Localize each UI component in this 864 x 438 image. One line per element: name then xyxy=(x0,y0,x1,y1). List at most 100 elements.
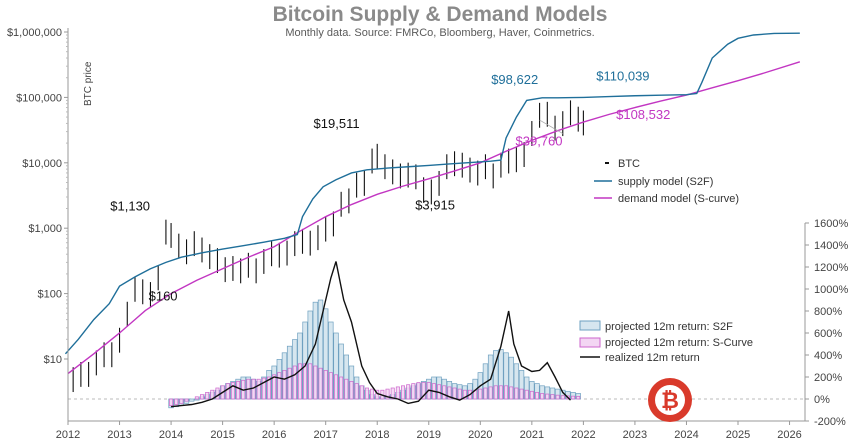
y-tick-label: $10 xyxy=(44,354,62,366)
realized-return-line xyxy=(171,261,571,408)
legend-bottom: projected 12m return: S2F projected 12m … xyxy=(579,320,753,364)
y-tick-label: $100,000 xyxy=(16,92,62,104)
x-tick-label: 2016 xyxy=(262,429,286,438)
return-bars xyxy=(168,299,581,409)
y-tick-label: $1,000,000 xyxy=(7,27,62,39)
scurve-return-bar xyxy=(339,376,344,400)
legend-scurve-label: demand model (S-curve) xyxy=(618,193,739,205)
scurve-return-bar xyxy=(174,398,179,405)
y-tick-label: $1,000 xyxy=(28,223,62,235)
scurve-return-bar xyxy=(395,386,400,400)
scurve-return-bar xyxy=(401,385,405,400)
right-tick-label: -200% xyxy=(814,416,846,428)
scurve-return-bar xyxy=(194,396,199,400)
y-tick-label: $100 xyxy=(38,289,62,301)
scurve-return-bar xyxy=(478,388,483,400)
scurve-return-bar xyxy=(272,374,277,400)
scurve-return-bar xyxy=(261,377,266,400)
scurve-return-bar xyxy=(447,386,452,400)
x-tick-label: 2022 xyxy=(571,429,595,438)
scurve-return-bar xyxy=(571,395,576,400)
scurve-return-bar xyxy=(493,385,498,400)
x-tick-label: 2024 xyxy=(674,429,698,438)
axes: $10 $100 $1,000 $10,000 $100,000 $1,000,000 -2… xyxy=(7,27,849,438)
legend-scurve-bar-swatch xyxy=(579,337,601,348)
scurve-return-bar xyxy=(550,394,555,400)
scurve-return-bar xyxy=(514,387,519,400)
right-tick-label: 1400% xyxy=(814,240,848,252)
scurve-return-bar xyxy=(390,387,395,400)
y-axis-label: BTC price xyxy=(83,61,94,106)
scurve-return-bar xyxy=(349,381,354,400)
scurve-return-bar xyxy=(442,385,447,400)
legend-s2f-bar-label: projected 12m return: S2F xyxy=(605,321,733,333)
price-annotation: $19,511 xyxy=(314,116,360,131)
right-tick-label: 600% xyxy=(814,328,842,340)
price-annotation: $3,915 xyxy=(415,197,455,212)
x-tick-label: 2014 xyxy=(159,429,183,438)
scurve-return-bar xyxy=(509,386,514,400)
scurve-return-bar xyxy=(524,389,529,400)
x-tick-label: 2020 xyxy=(468,429,492,438)
scurve-return-bar xyxy=(406,384,411,400)
x-tick-label: 2017 xyxy=(313,429,337,438)
scurve-return-bar xyxy=(364,387,369,400)
series-lines xyxy=(64,32,801,408)
right-tick-label: 800% xyxy=(814,306,842,318)
scurve-return-bar xyxy=(236,381,241,400)
scurve-return-bar xyxy=(560,395,565,400)
x-tick-label: 2015 xyxy=(210,429,234,438)
s2f-return-bar xyxy=(189,398,195,402)
legend-scurve-bar-label: projected 12m return: S-Curve xyxy=(605,337,753,349)
right-tick-label: 400% xyxy=(814,350,842,362)
scurve-return-bar xyxy=(292,365,297,400)
price-annotation: $160 xyxy=(149,288,178,303)
scurve-return-bar xyxy=(256,378,261,400)
scurve-return-bar xyxy=(540,393,545,400)
scurve-return-bar xyxy=(529,390,534,400)
price-annotation: $98,622 xyxy=(491,72,538,87)
scurve-return-bar xyxy=(545,393,550,400)
legend-s2f-bar-swatch xyxy=(579,320,601,331)
scurve-return-bar xyxy=(504,385,509,400)
price-annotation: $108,532 xyxy=(616,107,670,122)
scurve-return-bar xyxy=(215,387,220,400)
scurve-return-bar xyxy=(488,386,493,400)
scurve-return-bar xyxy=(411,383,416,400)
scurve-return-bar xyxy=(535,392,539,400)
price-annotation: $1,130 xyxy=(110,199,150,214)
chart-title: Bitcoin Supply & Demand Models xyxy=(273,3,608,26)
scurve-return-bar xyxy=(359,385,364,400)
scurve-return-bar xyxy=(297,363,302,400)
x-tick-label: 2026 xyxy=(777,429,801,438)
y-tick-label: $10,000 xyxy=(22,158,62,170)
scurve-return-bar xyxy=(169,398,174,406)
scurve-return-bar xyxy=(483,387,488,400)
annotations: $1,130 $160 $19,511 $3,915 $98,622 $110,039 $3… xyxy=(110,69,670,304)
scurve-return-bar xyxy=(354,383,359,400)
scurve-return-bar xyxy=(287,367,292,400)
x-tick-label: 2013 xyxy=(107,429,131,438)
scurve-return-bar xyxy=(200,394,204,400)
svg-text:₿: ₿ xyxy=(661,389,679,414)
scurve-return-bar xyxy=(184,398,189,402)
legend-s2f-label: supply model (S2F) xyxy=(618,176,713,188)
demand-model-line xyxy=(67,61,801,375)
x-tick-label: 2019 xyxy=(417,429,441,438)
legend-btc-label: BTC xyxy=(618,158,640,170)
scurve-return-bar xyxy=(323,370,328,400)
right-tick-label: 200% xyxy=(814,372,842,384)
scurve-return-bar xyxy=(205,392,210,400)
scurve-return-bar xyxy=(498,385,503,400)
scurve-return-bar xyxy=(344,378,349,400)
legend-realized-label: realized 12m return xyxy=(605,352,700,364)
btc-price-candles xyxy=(72,100,584,393)
scurve-return-bar xyxy=(267,376,271,400)
x-tick-label: 2012 xyxy=(56,429,80,438)
scurve-return-bar xyxy=(416,382,421,400)
scurve-return-bar xyxy=(328,372,333,400)
scurve-return-bar xyxy=(225,383,230,400)
scurve-return-bar xyxy=(313,365,318,400)
bitcoin-logo-icon: ₿ xyxy=(648,378,692,422)
